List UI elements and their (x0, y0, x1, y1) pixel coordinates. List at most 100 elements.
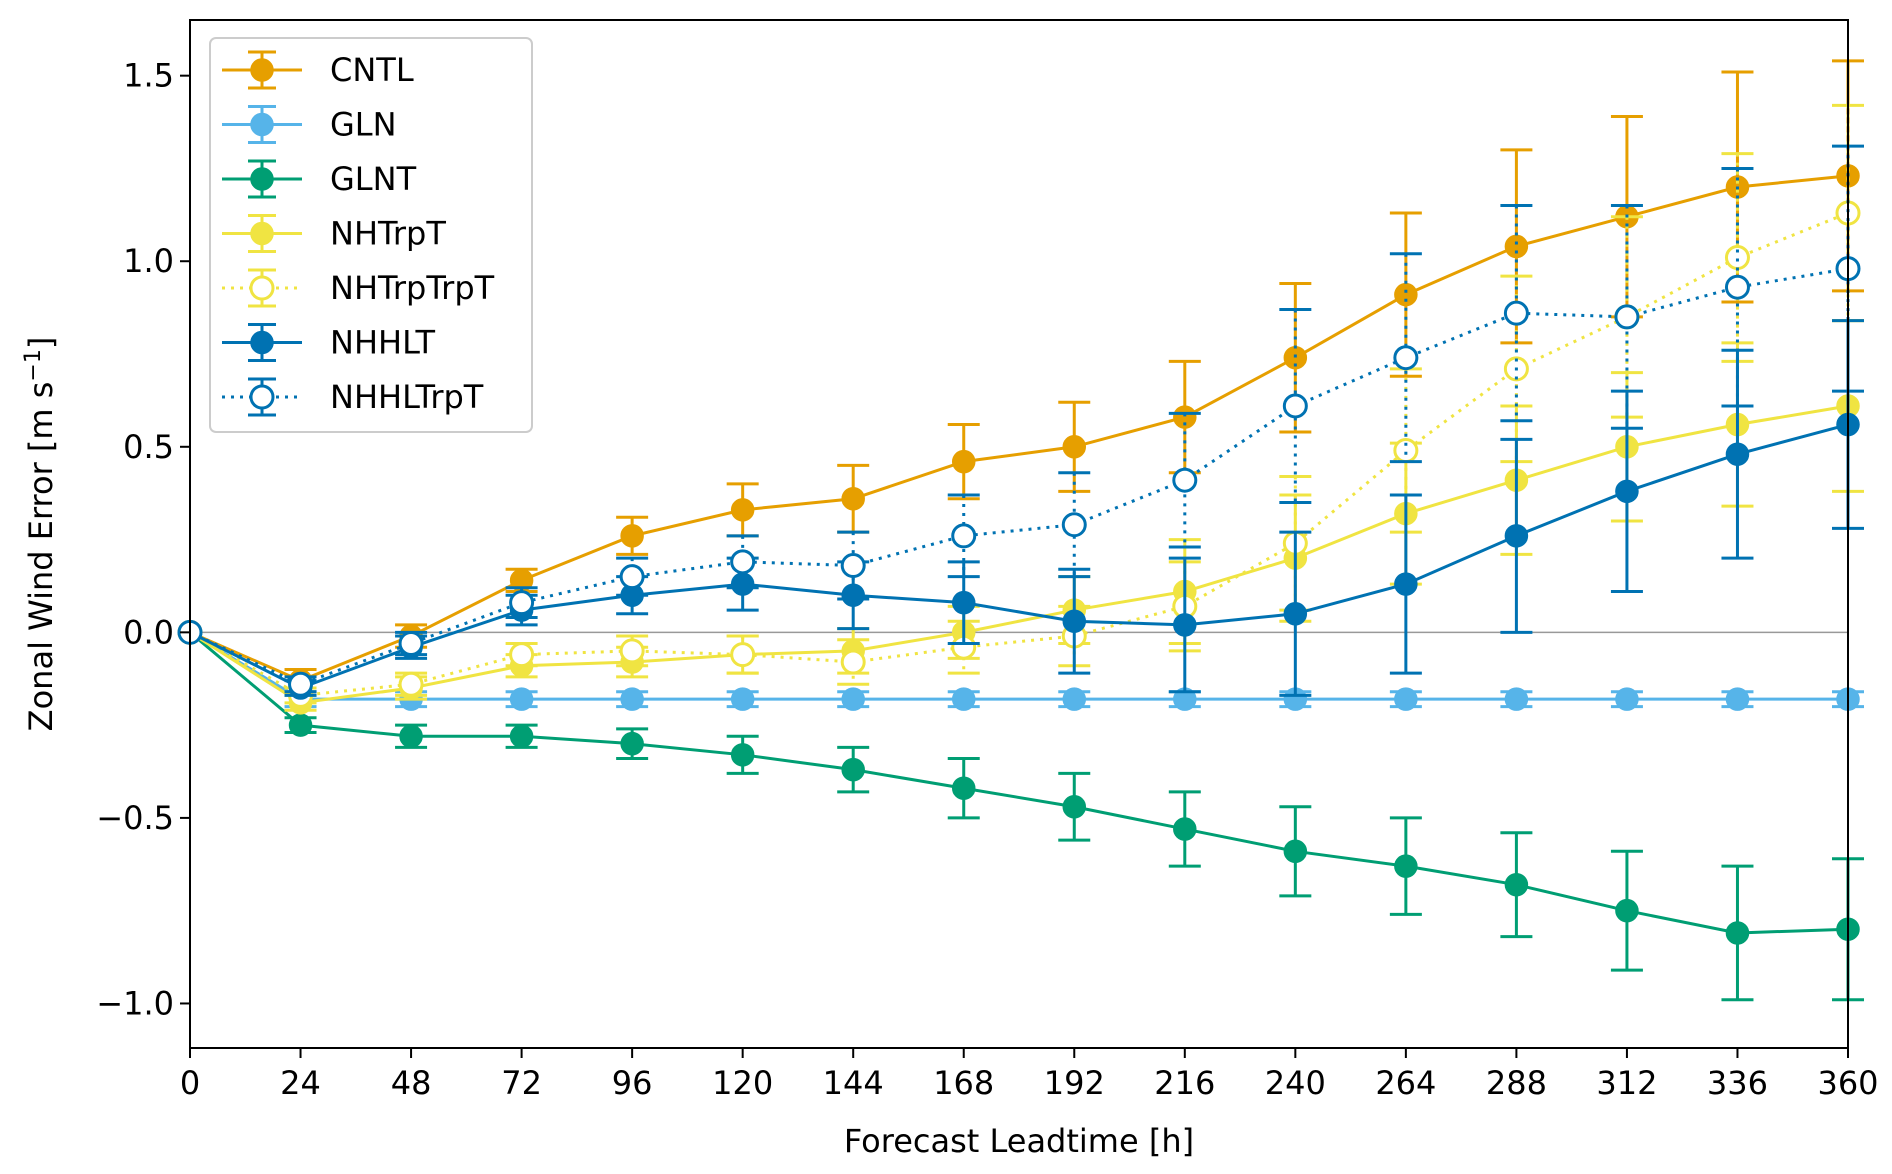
x-axis: 0 24 48 72 96 120 144 168 192 216 240 264 288 312 336 3… (180, 1048, 1879, 1102)
data-point (1283, 602, 1308, 626)
data-point (1282, 393, 1308, 419)
legend-marker (250, 112, 274, 137)
data-point (1393, 437, 1419, 463)
series-line (189, 423, 1849, 690)
data-point (399, 724, 423, 749)
x-tick-label: 24 (280, 1064, 321, 1102)
x-axis-label: Forecast Leadtime [h] (844, 1122, 1194, 1160)
legend-label: NHTrpT (330, 215, 446, 253)
data-point (1283, 839, 1308, 864)
data-point (619, 564, 645, 590)
data-point (951, 590, 976, 615)
data-point (1725, 687, 1750, 711)
y-tick-label: 1.0 (123, 242, 174, 280)
data-point (1173, 613, 1197, 637)
data-point (288, 671, 314, 697)
legend-marker (250, 330, 274, 355)
data-point (509, 724, 534, 749)
data-point (730, 687, 755, 711)
data-point (1504, 687, 1529, 711)
data-point (1394, 572, 1418, 596)
legend-entry-gln: GLN (222, 105, 397, 144)
legend-label: CNTL (330, 51, 414, 89)
data-point (509, 590, 535, 616)
data-point (620, 731, 644, 756)
x-tick-label: 312 (1596, 1064, 1657, 1102)
data-point (1504, 524, 1529, 548)
data-point (1614, 304, 1640, 330)
legend-box (209, 37, 533, 433)
legend-label: GLN (330, 106, 397, 144)
x-tick-label: 240 (1265, 1064, 1326, 1102)
y-tick-label: −1.0 (96, 984, 174, 1022)
x-tick-label: 144 (823, 1064, 884, 1102)
data-point (398, 671, 424, 697)
legend-entry-nhtrpt: NHTrpT (222, 214, 446, 253)
series-line (189, 404, 1849, 705)
y-axis: 1.5 1.0 0.5 0.0 −0.5 −1.0 (96, 57, 190, 1022)
data-point (509, 687, 534, 711)
y-tick-label: 0.5 (123, 428, 174, 466)
data-point (841, 687, 865, 711)
y-axis-label-unit-exponent: −1 (21, 349, 46, 381)
data-point (1394, 687, 1418, 711)
data-point (951, 449, 976, 474)
legend-entry-nhtrptrpt: NHTrpTrpT (222, 268, 495, 308)
series-line (189, 174, 1849, 683)
data-point (1173, 405, 1197, 429)
data-point (1504, 234, 1529, 259)
legend-entry-nhhltrpt: NHHLTrpT (222, 377, 484, 417)
data-point (1724, 274, 1750, 300)
y-tick-label: −0.5 (96, 799, 174, 837)
data-point (730, 549, 756, 575)
data-point (951, 776, 976, 800)
x-tick-label: 288 (1486, 1064, 1547, 1102)
data-point (1062, 795, 1087, 819)
data-point (840, 649, 866, 675)
data-point (620, 687, 644, 711)
y-tick-label: 1.5 (123, 57, 174, 95)
series-layer (177, 59, 1864, 1002)
legend-marker (249, 275, 275, 301)
data-point (1173, 817, 1197, 841)
series-line (189, 631, 1848, 701)
x-tick-label: 192 (1044, 1064, 1105, 1102)
y-tick-label: 0.0 (123, 613, 174, 651)
legend: CNTL GLN GLNT NHTrpT NHTrpTrpT NHHLT NHHLTrpT (209, 37, 533, 433)
x-tick-label: 96 (612, 1064, 653, 1102)
data-point (840, 553, 866, 579)
x-tick-label: 72 (501, 1064, 542, 1102)
data-point (730, 498, 755, 522)
data-point (841, 486, 865, 511)
y-axis-label-end: ] (22, 337, 60, 349)
data-point (1503, 300, 1529, 326)
x-tick-label: 216 (1154, 1064, 1215, 1102)
data-point (841, 757, 865, 782)
series-glnt (178, 620, 1864, 1002)
data-point (398, 630, 424, 656)
x-tick-label: 336 (1707, 1064, 1768, 1102)
data-point (1062, 687, 1087, 711)
x-tick-label: 360 (1817, 1064, 1878, 1102)
data-point (509, 642, 535, 668)
data-point (1061, 512, 1087, 538)
series-line (189, 631, 1849, 935)
legend-label: GLNT (330, 160, 417, 198)
legend-marker (250, 221, 274, 246)
data-point (288, 713, 313, 737)
data-point (620, 524, 644, 548)
data-point (1062, 435, 1087, 459)
legend-marker (249, 384, 275, 410)
legend-marker (250, 167, 274, 191)
data-point (1504, 872, 1529, 897)
legend-marker (250, 58, 274, 82)
legend-label: NHTrpTrpT (330, 269, 495, 307)
y-axis-label: Zonal Wind Error [m s−1] (21, 337, 60, 732)
data-point (1393, 345, 1419, 371)
data-point (730, 743, 755, 767)
legend-label: NHHLT (330, 324, 435, 362)
data-point (619, 638, 645, 664)
plot-frame (189, 19, 1849, 1049)
legend-entry-nhhlt: NHHLT (222, 323, 435, 362)
